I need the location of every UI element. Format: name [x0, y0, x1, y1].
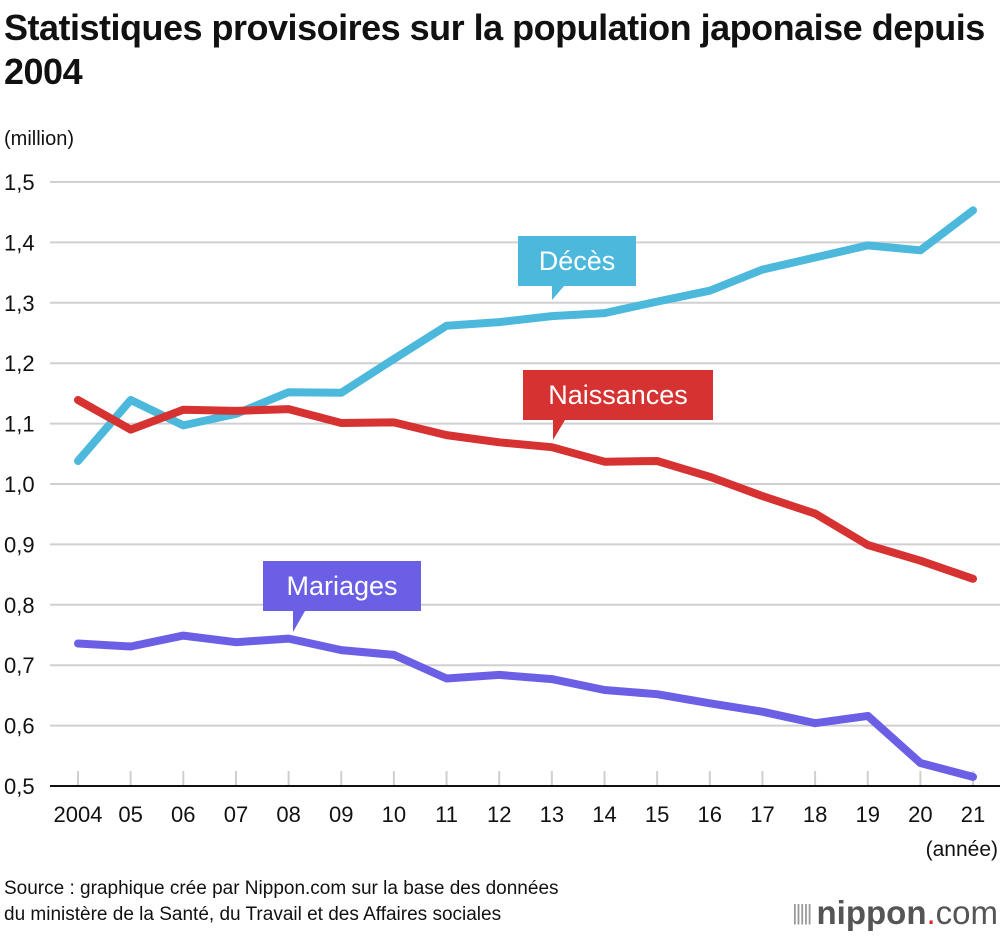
series-line-naissances — [74, 396, 977, 583]
y-tick-label: 0,5 — [4, 774, 35, 799]
y-tick-label: 0,8 — [4, 593, 35, 618]
x-tick-label: 10 — [382, 802, 406, 827]
series-line-mariages — [74, 631, 977, 781]
logo-suffix: com — [935, 894, 998, 931]
series-line-décès — [74, 206, 977, 465]
x-tick-label: 18 — [803, 802, 827, 827]
x-axis-label: (année) — [926, 838, 998, 861]
y-tick-label: 1,2 — [4, 351, 35, 376]
source-line-1: Source : graphique crée par Nippon.com s… — [4, 878, 559, 899]
x-tick-label: 06 — [171, 802, 195, 827]
series-callout-naissances — [523, 370, 713, 440]
series-label: Naissances — [548, 380, 688, 410]
x-tick-label: 05 — [118, 802, 142, 827]
x-tick-label: 11 — [435, 802, 458, 827]
y-tick-label: 0,7 — [4, 653, 35, 678]
x-tick-label: 16 — [698, 802, 722, 827]
series-label: Mariages — [286, 571, 397, 601]
series-label: Décès — [539, 246, 616, 276]
x-tick-label: 13 — [540, 802, 564, 827]
x-tick-label: 20 — [908, 802, 932, 827]
y-tick-label: 1,3 — [4, 291, 35, 316]
series-callout-mariages — [263, 561, 421, 632]
chart-title: Statistiques provisoires sur la populati… — [4, 7, 985, 92]
y-axis-unit-label: (million) — [4, 128, 74, 150]
y-tick-label: 1,0 — [4, 472, 35, 497]
logo-brand: nippon — [816, 894, 927, 931]
x-tick-label: 09 — [329, 802, 353, 827]
x-tick-label: 19 — [856, 802, 880, 827]
nippon-logo: ||||| nippon.com — [792, 894, 998, 932]
x-tick-label: 08 — [276, 802, 300, 827]
y-tick-label: 1,4 — [4, 230, 35, 255]
x-tick-label: 12 — [487, 802, 511, 827]
logo-dot: . — [926, 894, 936, 931]
source-note: Source : graphique crée par Nippon.com s… — [4, 876, 559, 928]
y-tick-label: 0,6 — [4, 714, 35, 739]
x-tick-label: 07 — [224, 802, 248, 827]
y-tick-label: 1,5 — [4, 170, 35, 195]
y-tick-label: 0,9 — [4, 532, 35, 557]
logo-bars-icon: ||||| — [791, 900, 813, 925]
x-tick-label: 15 — [645, 802, 669, 827]
y-tick-label: 1,1 — [4, 412, 35, 437]
source-line-2: du ministère de la Santé, du Travail et … — [4, 904, 502, 925]
series-callout-décès — [518, 236, 636, 300]
x-tick-label: 2004 — [54, 802, 103, 827]
x-tick-label: 14 — [592, 802, 616, 827]
x-tick-label: 17 — [750, 802, 774, 827]
x-tick-label: 21 — [961, 802, 985, 827]
